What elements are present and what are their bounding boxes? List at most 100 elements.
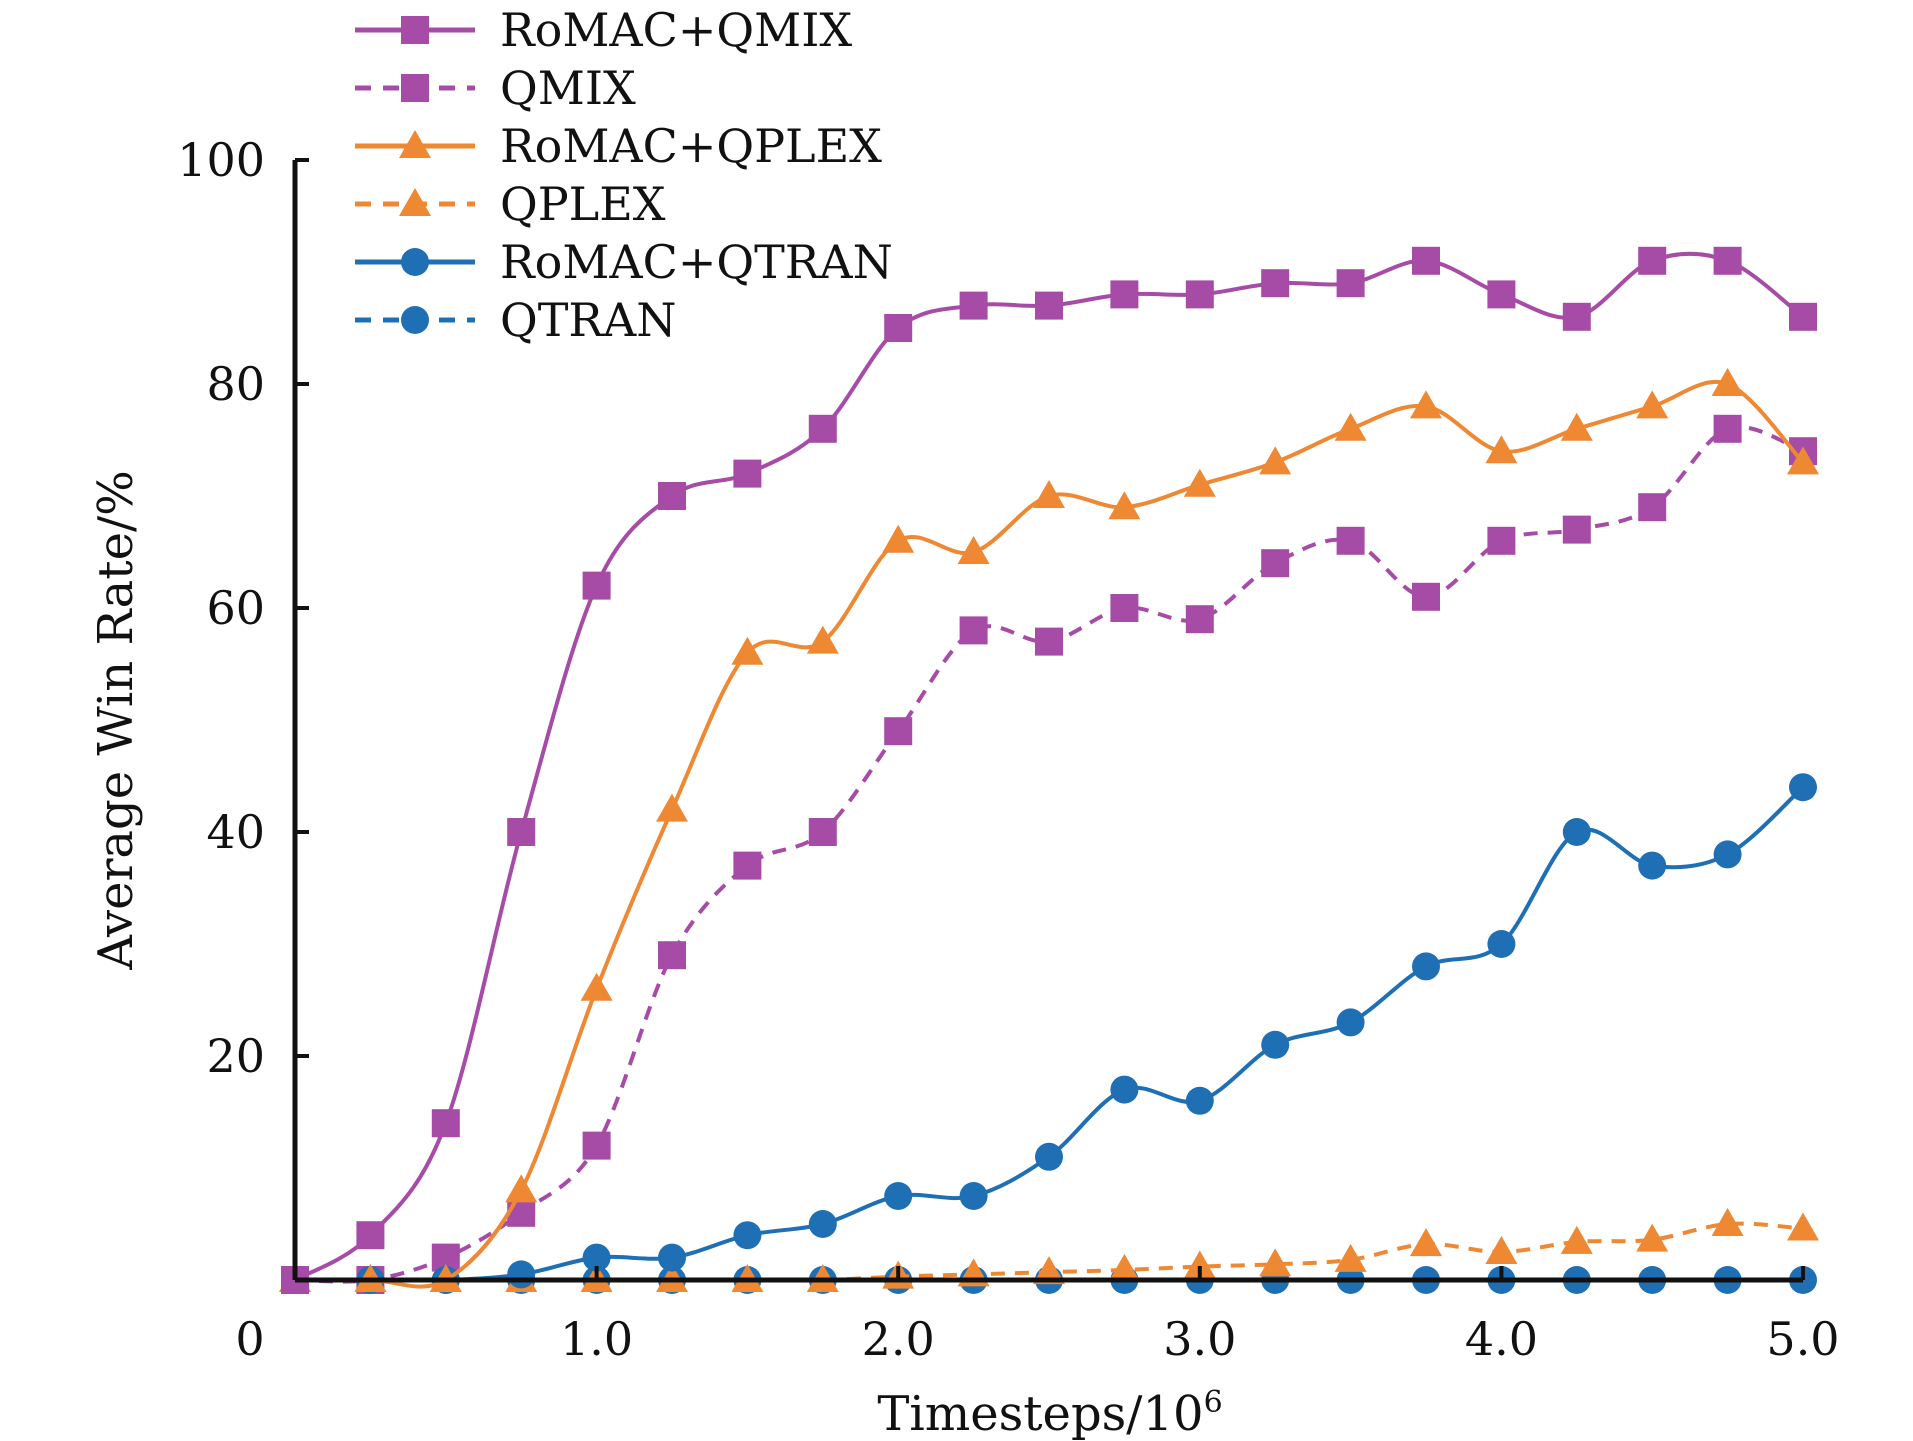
data-point — [1035, 291, 1063, 320]
series-line — [294, 425, 1804, 1284]
series-romac-qplex — [279, 368, 1819, 1292]
data-point — [582, 1131, 611, 1160]
x-tick-label: 0 — [235, 1312, 264, 1366]
data-point — [431, 1109, 460, 1138]
data-point — [1183, 468, 1216, 497]
series-romac-qmix — [281, 246, 1817, 1294]
y-tick-label: 80 — [206, 357, 265, 411]
data-point — [1261, 549, 1290, 578]
data-point — [1261, 269, 1290, 298]
data-point — [1110, 280, 1139, 309]
y-axis-label: Average Win Rate/% — [88, 470, 144, 971]
data-point — [959, 616, 988, 645]
x-tick-label: 5.0 — [1766, 1312, 1839, 1366]
data-point — [1711, 1208, 1744, 1236]
data-point — [731, 636, 764, 665]
data-point — [1638, 851, 1667, 880]
x-axis-label-exponent: 6 — [1204, 1385, 1223, 1420]
data-point — [882, 524, 915, 553]
data-point — [733, 851, 762, 880]
data-point — [1789, 773, 1817, 802]
data-point — [1336, 526, 1365, 555]
data-point — [1412, 582, 1440, 611]
data-point — [1259, 1248, 1292, 1277]
data-point — [658, 482, 686, 510]
data-point — [957, 536, 990, 564]
data-point — [505, 1174, 538, 1203]
data-point — [507, 1260, 536, 1289]
data-point — [959, 291, 988, 320]
x-tick-label: 2.0 — [862, 1312, 935, 1366]
data-point — [884, 1182, 913, 1210]
legend-item-romac-qmix: RoMAC+QMIX — [355, 3, 852, 57]
data-point — [959, 1182, 988, 1210]
y-tick-label: 100 — [177, 133, 265, 187]
data-point — [1183, 1250, 1216, 1279]
data-point — [658, 1243, 686, 1272]
x-axis-label: Timesteps/106 — [877, 1385, 1222, 1441]
data-point — [1412, 246, 1440, 275]
series-line — [294, 380, 1805, 1289]
x-tick-label: 4.0 — [1465, 1312, 1538, 1366]
legend-label: QMIX — [500, 61, 636, 115]
data-point — [1410, 1228, 1442, 1257]
data-point — [656, 793, 688, 822]
data-point — [1033, 1256, 1065, 1285]
data-point — [1336, 1008, 1365, 1037]
legend-label: QPLEX — [500, 177, 666, 231]
data-point — [806, 625, 839, 654]
data-point — [1412, 952, 1440, 981]
data-point — [733, 459, 762, 488]
data-point — [1638, 493, 1667, 522]
data-point — [1789, 302, 1817, 331]
data-point — [356, 1221, 385, 1250]
data-point — [1636, 1223, 1669, 1252]
data-point — [1636, 390, 1669, 419]
data-point — [1713, 414, 1742, 443]
data-point — [1110, 594, 1139, 622]
x-tick-label: 3.0 — [1163, 1312, 1236, 1366]
data-point — [507, 1198, 536, 1227]
data-point — [658, 941, 686, 970]
data-point — [808, 1210, 837, 1238]
legend-item-romac-qplex: RoMAC+QPLEX — [355, 119, 882, 173]
data-point — [1410, 390, 1442, 419]
x-tick-label: 1.0 — [560, 1312, 633, 1366]
data-point — [1487, 526, 1516, 555]
data-point — [1108, 491, 1141, 520]
data-point — [1487, 930, 1516, 958]
data-point — [1336, 269, 1365, 298]
series-layer — [279, 246, 1819, 1294]
legend-label: RoMAC+QPLEX — [500, 119, 882, 173]
ticks: 0 1.0 2.0 3.0 4.0 5.0 20 40 60 80 100 — [177, 133, 1839, 1366]
data-point — [1787, 1212, 1819, 1241]
data-point — [1638, 246, 1667, 275]
data-point — [1713, 246, 1742, 275]
data-point — [1185, 280, 1214, 309]
data-point — [580, 972, 613, 1001]
data-point — [808, 818, 837, 846]
data-point — [1711, 368, 1744, 396]
data-point — [507, 818, 536, 846]
series-line — [293, 251, 1805, 1282]
x-axis-label-main: Timesteps/10 — [877, 1386, 1203, 1441]
legend-marker — [399, 130, 431, 158]
data-point — [733, 1221, 762, 1250]
data-point — [1033, 480, 1065, 508]
y-tick-label: 40 — [206, 805, 265, 859]
legend-label: QTRAN — [500, 293, 677, 347]
data-point — [1562, 515, 1591, 544]
data-point — [1562, 302, 1591, 331]
data-point — [1713, 840, 1742, 869]
data-point — [1787, 446, 1819, 475]
data-point — [1185, 1086, 1214, 1115]
legend-marker — [399, 188, 431, 216]
legend-marker — [401, 248, 429, 276]
data-point — [582, 1243, 611, 1272]
data-point — [1562, 818, 1591, 846]
legend-marker — [401, 16, 429, 44]
data-point — [1485, 435, 1518, 464]
data-point — [1108, 1253, 1141, 1282]
data-point — [1334, 1243, 1367, 1272]
